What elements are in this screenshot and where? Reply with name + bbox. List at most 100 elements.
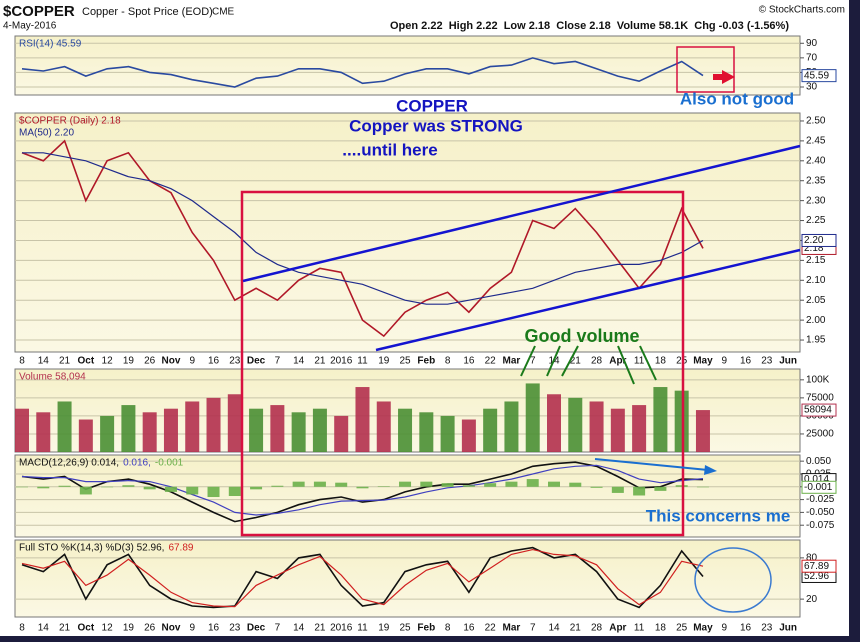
y-tick-label: 2.30	[806, 195, 826, 206]
bar	[398, 408, 413, 452]
y-tick-label: -0.025	[806, 494, 835, 505]
x-tick-label: 9	[721, 623, 727, 634]
plot-area	[15, 383, 710, 452]
legend-entry: RSI(14) 45.59	[19, 39, 82, 50]
x-tick-label: 16	[463, 623, 475, 634]
annotation: Copper was STRONG	[349, 116, 523, 135]
x-tick-label: 19	[123, 356, 135, 367]
x-tick-label: 16	[740, 356, 752, 367]
bar	[399, 481, 412, 487]
bar	[419, 412, 434, 452]
bar	[376, 401, 391, 452]
x-tick-label: Dec	[247, 356, 266, 367]
x-tick-label: 22	[485, 623, 497, 634]
y-tick-label: 70	[806, 52, 818, 63]
bar	[356, 486, 369, 489]
y-tick-label: 20	[806, 594, 818, 605]
bar	[568, 397, 583, 452]
bar	[292, 481, 305, 487]
y-tick-label: 90	[806, 38, 818, 49]
highlight-box	[676, 46, 735, 93]
value-tag	[801, 233, 837, 247]
instrument-name: Copper - Spot Price (EOD)	[82, 6, 213, 18]
bar	[505, 481, 518, 487]
bar	[79, 486, 92, 495]
y-tick-label: 2.40	[806, 155, 826, 166]
y-tick-label: -0.075	[806, 520, 835, 531]
x-tick-label: 7	[275, 623, 281, 634]
bar	[632, 405, 647, 452]
value-tag	[801, 403, 837, 417]
y-tick-label: 2.15	[806, 255, 826, 266]
x-tick-label: Apr	[609, 623, 626, 634]
trend-line	[242, 144, 801, 283]
bar	[58, 485, 71, 487]
x-tick-label: 19	[123, 623, 135, 634]
x-tick-label: 8	[19, 623, 25, 634]
bar	[696, 486, 709, 488]
x-tick-label: May	[693, 623, 713, 634]
bar	[441, 483, 454, 487]
exchange: CME	[212, 7, 235, 18]
legend-entry: 67.89	[168, 543, 193, 554]
series-line	[21, 139, 704, 338]
bar	[377, 486, 390, 487]
annotation: Also not good	[680, 89, 794, 108]
bar	[142, 412, 157, 452]
value-tag-label: 0.014	[804, 474, 829, 485]
bar	[57, 401, 72, 452]
x-tick-label: Mar	[503, 623, 521, 634]
x-tick-label: Oct	[78, 356, 95, 367]
plot-area	[21, 139, 704, 338]
x-tick-label: 28	[591, 623, 603, 634]
x-tick-label: 16	[208, 356, 220, 367]
bar	[569, 482, 582, 487]
bar	[121, 405, 136, 452]
bar	[291, 412, 306, 452]
x-tick-label: 11	[634, 623, 645, 634]
x-tick-label: 22	[485, 356, 497, 367]
bar	[335, 482, 348, 487]
y-tick-label: -0.050	[806, 507, 835, 518]
x-tick-label: 23	[761, 623, 773, 634]
annotation: ....until here	[342, 140, 437, 159]
y-tick-label: 2.25	[806, 215, 826, 226]
legend-entry: Full STO %K(14,3) %D(3) 52.96,	[19, 543, 164, 554]
quote: Open 2.22 High 2.22 Low 2.18 Close 2.18 …	[390, 20, 789, 32]
bar	[163, 408, 178, 452]
y-tick-label: 0.050	[806, 456, 831, 467]
legend-entry: MA(50) 2.20	[19, 128, 74, 139]
x-tick-label: Oct	[78, 623, 95, 634]
x-tick-label: 21	[570, 356, 582, 367]
y-tick-label: 2.05	[806, 295, 826, 306]
legend-entry: -0.001	[155, 458, 184, 469]
bar	[420, 481, 433, 487]
bar	[674, 390, 689, 452]
value-tag	[801, 559, 837, 573]
x-tick-label: Nov	[162, 356, 181, 367]
series-line	[21, 57, 704, 88]
y-tick-label: 2.10	[806, 275, 826, 286]
x-tick-label: 9	[721, 356, 727, 367]
bar	[440, 415, 455, 452]
legend-entry: $COPPER (Daily) 2.18	[19, 116, 121, 127]
bar	[484, 483, 497, 487]
x-tick-label: 21	[314, 623, 326, 634]
bar	[37, 486, 50, 489]
y-tick-label: 80	[806, 553, 818, 564]
x-tick-label: 2016	[330, 623, 353, 634]
bar	[526, 479, 539, 487]
x-tick-label: 9	[189, 623, 195, 634]
symbol: $COPPER	[3, 3, 75, 20]
plot-area	[16, 461, 709, 523]
legend-entry: MACD(12,26,9) 0.014,	[19, 458, 119, 469]
bar	[590, 486, 603, 488]
arrow	[713, 70, 735, 84]
x-tick-label: 14	[293, 356, 305, 367]
annotations: COPPER Copper was STRONG ....until here …	[240, 46, 801, 613]
x-tick-label: Dec	[247, 623, 266, 634]
bar	[164, 486, 177, 492]
series-line	[22, 152, 704, 305]
bar	[633, 486, 646, 496]
bar	[270, 405, 285, 452]
